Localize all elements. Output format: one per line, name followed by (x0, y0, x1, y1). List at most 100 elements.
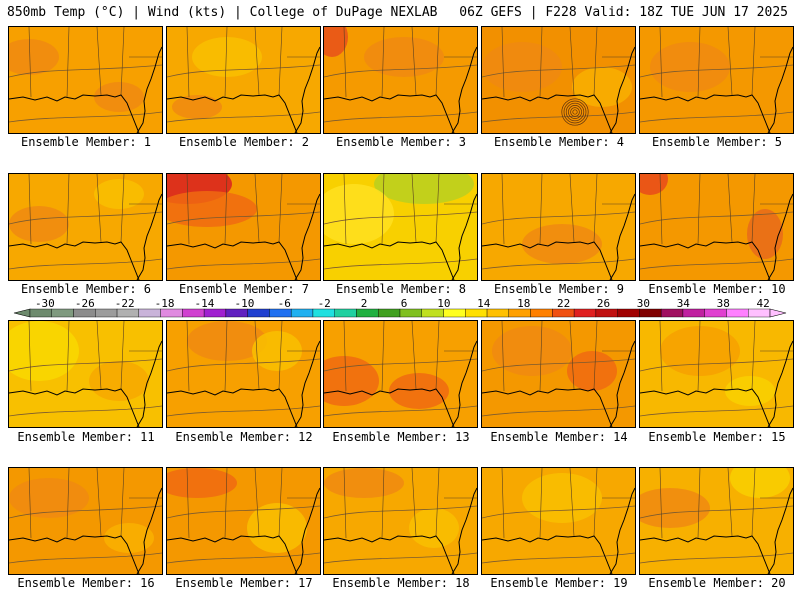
colorbar-swatch (399, 308, 422, 318)
coastline (324, 46, 477, 133)
ensemble-member-label: Ensemble Member: 17 (175, 576, 313, 590)
colorbar-tick-label: 30 (637, 297, 650, 310)
ensemble-map-panel (8, 173, 163, 281)
colorbar-swatch (530, 308, 553, 318)
colorbar-swatch (486, 308, 510, 318)
ensemble-member-label: Ensemble Member: 3 (335, 135, 467, 149)
temperature-shading (522, 224, 602, 264)
coastline (482, 340, 635, 427)
coastline (640, 193, 793, 280)
temperature-colorbar: -30 -26 -22 -18 -14 -10 -6 -2 2 6 10 14 18 22 26 30 34 38… (13, 297, 787, 318)
ensemble-member-label: Ensemble Member: 11 (17, 430, 155, 444)
ensemble-member-label: Ensemble Member: 10 (648, 282, 786, 296)
colorbar-swatch (421, 308, 444, 318)
temperature-map (9, 468, 162, 574)
coastline (167, 46, 320, 133)
temperature-shading (94, 179, 144, 209)
coastline (640, 487, 793, 574)
coastline (167, 487, 320, 574)
ensemble-map-panel (8, 320, 163, 428)
coastline (482, 46, 635, 133)
colorbar-tick-label: 34 (677, 297, 691, 310)
isotherm-line (9, 211, 162, 270)
isotherm-line (167, 211, 320, 270)
state-boundaries (343, 174, 477, 245)
state-boundaries (343, 321, 477, 392)
state-boundaries (28, 174, 162, 245)
temperature-shading (89, 361, 149, 401)
coastline (324, 340, 477, 427)
ensemble-member-label: Ensemble Member: 4 (493, 135, 625, 149)
temperature-map (482, 468, 635, 574)
colorbar-swatch (704, 308, 727, 318)
state-boundaries (343, 27, 477, 98)
colorbar-swatch (334, 308, 357, 318)
ensemble-member-label: Ensemble Member: 5 (651, 135, 783, 149)
state-boundaries (501, 174, 635, 245)
colorbar-tick-label: -22 (115, 297, 135, 310)
state-boundaries (659, 174, 793, 245)
state-boundaries (186, 27, 320, 98)
colorbar-swatch (508, 308, 531, 318)
ensemble-map-panel (481, 467, 636, 575)
state-boundaries (28, 321, 162, 392)
ensemble-map-panel (323, 467, 478, 575)
temperature-map (9, 321, 162, 427)
temperature-map (167, 27, 320, 133)
temperature-map (482, 174, 635, 280)
ensemble-map-panel (323, 173, 478, 281)
low-pressure-ring (568, 105, 582, 119)
coastline (640, 340, 793, 427)
colorbar-swatch (660, 308, 684, 318)
ensemble-member-label: Ensemble Member: 1 (20, 135, 152, 149)
state-boundaries (186, 174, 320, 245)
colorbar-swatch (73, 308, 96, 318)
colorbar-swatch (160, 308, 183, 318)
temperature-shading (167, 468, 237, 498)
state-boundaries (501, 27, 635, 98)
ensemble-member-label: Ensemble Member: 2 (178, 135, 310, 149)
ensemble-map-panel (481, 173, 636, 281)
temperature-map (324, 321, 477, 427)
state-boundaries (501, 468, 635, 539)
isotherm-line (640, 211, 793, 270)
ensemble-map-panel (323, 26, 478, 134)
ensemble-map-panel (639, 173, 794, 281)
temperature-shading (492, 326, 572, 376)
isotherm-line (9, 358, 162, 417)
temperature-shading (9, 39, 59, 75)
state-boundaries (343, 468, 477, 539)
state-boundaries (28, 468, 162, 539)
temperature-map (640, 468, 793, 574)
temperature-shading (9, 206, 69, 242)
colorbar-swatch (378, 308, 401, 318)
ensemble-map-panel (166, 26, 321, 134)
state-boundaries (28, 27, 162, 98)
temperature-map (324, 174, 477, 280)
colorbar-tick-label: 18 (517, 297, 530, 310)
colorbar-swatch (247, 308, 270, 318)
temperature-map (167, 468, 320, 574)
temperature-map (482, 27, 635, 133)
isotherm-line (9, 505, 162, 564)
isotherm-line (482, 358, 635, 417)
colorbar-swatch (748, 308, 771, 318)
temperature-shading (167, 191, 257, 227)
coastline (9, 340, 162, 427)
colorbar-swatch (682, 308, 705, 318)
coastline (9, 46, 162, 133)
colorbar-swatch (29, 308, 52, 318)
ensemble-member-label: Ensemble Member: 6 (20, 282, 152, 296)
ensemble-member-label: Ensemble Member: 15 (648, 430, 786, 444)
temperature-map (640, 27, 793, 133)
colorbar-swatch (203, 308, 227, 318)
coastline (324, 487, 477, 574)
low-pressure-ring (570, 107, 580, 117)
colorbar-swatch (573, 308, 597, 318)
ensemble-member-label: Ensemble Member: 9 (493, 282, 625, 296)
ensemble-map-panel (639, 26, 794, 134)
colorbar-tick-label: 42 (756, 297, 769, 310)
state-boundaries (659, 27, 793, 98)
colorbar-swatch (225, 308, 248, 318)
isotherm-line (640, 64, 793, 123)
